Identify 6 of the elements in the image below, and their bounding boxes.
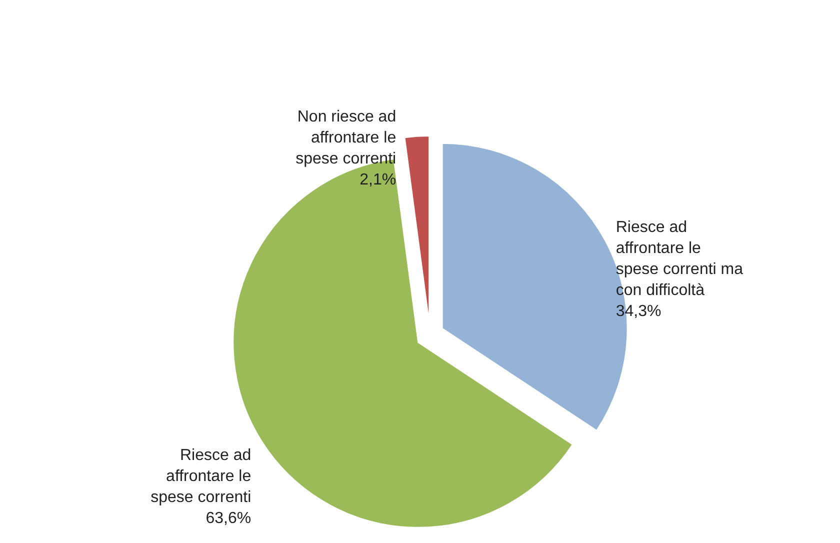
data-label: 34,3% [616,303,662,320]
data-label: 63,6% [206,510,252,527]
slice-label: Non riesce ad affrontare le spese correnti [296,108,396,168]
slice-label: Riesce ad affrontare le spese correnti [150,446,252,506]
data-label: 2,1% [360,171,396,188]
slice-label: Riesce ad affrontare le spese correnti ma con difficoltà [616,219,744,300]
